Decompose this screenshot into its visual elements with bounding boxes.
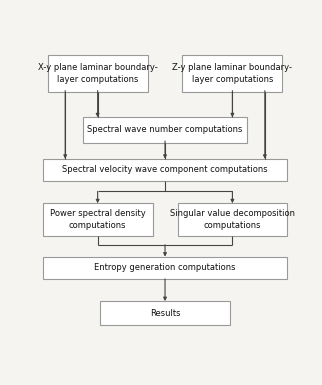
Text: Results: Results: [150, 308, 180, 318]
Bar: [183, 55, 282, 92]
Bar: [43, 159, 287, 181]
Bar: [43, 257, 287, 279]
Text: X-y plane laminar boundary-
layer computations: X-y plane laminar boundary- layer comput…: [38, 63, 157, 84]
Bar: [100, 301, 230, 325]
Text: Spectral wave number computations: Spectral wave number computations: [87, 126, 243, 134]
Bar: [43, 203, 153, 236]
Bar: [48, 55, 147, 92]
Bar: [83, 117, 247, 142]
Bar: [177, 203, 287, 236]
Text: Singular value decomposition
computations: Singular value decomposition computation…: [170, 209, 295, 230]
Text: Power spectral density
computations: Power spectral density computations: [50, 209, 146, 230]
Text: Spectral velocity wave component computations: Spectral velocity wave component computa…: [62, 166, 268, 174]
Text: Z-y plane laminar boundary-
layer computations: Z-y plane laminar boundary- layer comput…: [172, 63, 292, 84]
Text: Entropy generation computations: Entropy generation computations: [94, 263, 236, 272]
